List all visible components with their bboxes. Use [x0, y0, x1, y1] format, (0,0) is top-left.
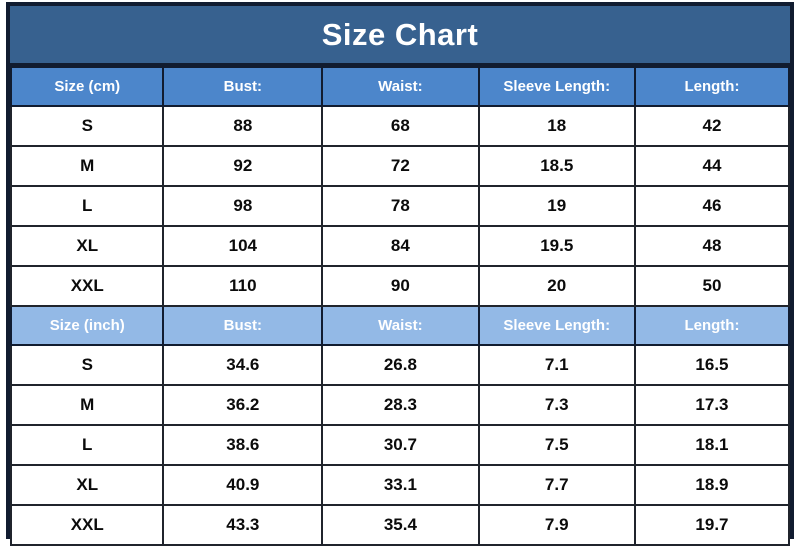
- column-header: Waist:: [321, 305, 480, 346]
- value-cell: 35.4: [321, 504, 480, 546]
- value-cell: 40.9: [162, 464, 324, 506]
- size-label-cell: S: [9, 344, 165, 386]
- table-row: XXL 110 90 20 50: [9, 265, 791, 307]
- size-chart-panel: Size Chart Size (cm) Bust: Waist: Sleeve Le…: [6, 2, 794, 546]
- column-header: Waist:: [321, 66, 480, 107]
- value-cell: 68: [321, 105, 480, 147]
- table-row: S 88 68 18 42: [9, 105, 791, 147]
- value-cell: 7.3: [477, 384, 636, 426]
- table-row: XXL 43.3 35.4 7.9 19.7: [9, 504, 791, 546]
- value-cell: 18: [477, 105, 636, 147]
- value-cell: 50: [633, 265, 791, 307]
- value-cell: 88: [162, 105, 324, 147]
- value-cell: 38.6: [162, 424, 324, 466]
- value-cell: 18.5: [477, 145, 636, 187]
- value-cell: 34.6: [162, 344, 324, 386]
- size-label-cell: M: [9, 384, 165, 426]
- column-header: Sleeve Length:: [477, 66, 636, 107]
- value-cell: 92: [162, 145, 324, 187]
- value-cell: 46: [633, 185, 791, 227]
- column-header: Bust:: [162, 66, 324, 107]
- value-cell: 20: [477, 265, 636, 307]
- value-cell: 19.5: [477, 225, 636, 267]
- value-cell: 72: [321, 145, 480, 187]
- size-label-cell: XL: [9, 464, 165, 506]
- value-cell: 43.3: [162, 504, 324, 546]
- size-label-cell: M: [9, 145, 165, 187]
- size-label-cell: S: [9, 105, 165, 147]
- value-cell: 7.5: [477, 424, 636, 466]
- table-row: M 92 72 18.5 44: [9, 145, 791, 187]
- table-row: M 36.2 28.3 7.3 17.3: [9, 384, 791, 426]
- value-cell: 7.9: [477, 504, 636, 546]
- value-cell: 7.1: [477, 344, 636, 386]
- value-cell: 36.2: [162, 384, 324, 426]
- size-table: Size (cm) Bust: Waist: Sleeve Length: Length…: [9, 66, 791, 546]
- value-cell: 78: [321, 185, 480, 227]
- value-cell: 7.7: [477, 464, 636, 506]
- column-header: Length:: [633, 305, 791, 346]
- value-cell: 84: [321, 225, 480, 267]
- table-row: L 98 78 19 46: [9, 185, 791, 227]
- size-label-cell: XL: [9, 225, 165, 267]
- table-row: XL 104 84 19.5 48: [9, 225, 791, 267]
- size-label-cell: XXL: [9, 504, 165, 546]
- column-header: Sleeve Length:: [477, 305, 636, 346]
- header-row-inch: Size (inch) Bust: Waist: Sleeve Length: Leng…: [9, 305, 791, 346]
- value-cell: 18.9: [633, 464, 791, 506]
- value-cell: 90: [321, 265, 480, 307]
- chart-title: Size Chart: [10, 6, 790, 66]
- column-header: Size (cm): [9, 66, 165, 107]
- value-cell: 28.3: [321, 384, 480, 426]
- value-cell: 16.5: [633, 344, 791, 386]
- size-label-cell: XXL: [9, 265, 165, 307]
- column-header: Size (inch): [9, 305, 165, 346]
- value-cell: 42: [633, 105, 791, 147]
- size-label-cell: L: [9, 185, 165, 227]
- value-cell: 98: [162, 185, 324, 227]
- column-header: Bust:: [162, 305, 324, 346]
- value-cell: 48: [633, 225, 791, 267]
- value-cell: 33.1: [321, 464, 480, 506]
- value-cell: 30.7: [321, 424, 480, 466]
- value-cell: 110: [162, 265, 324, 307]
- value-cell: 19: [477, 185, 636, 227]
- size-label-cell: L: [9, 424, 165, 466]
- value-cell: 104: [162, 225, 324, 267]
- table-row: XL 40.9 33.1 7.7 18.9: [9, 464, 791, 506]
- table-row: L 38.6 30.7 7.5 18.1: [9, 424, 791, 466]
- table-row: S 34.6 26.8 7.1 16.5: [9, 344, 791, 386]
- value-cell: 19.7: [633, 504, 791, 546]
- header-row-cm: Size (cm) Bust: Waist: Sleeve Length: Length…: [9, 66, 791, 107]
- size-table-body: Size (cm) Bust: Waist: Sleeve Length: Length…: [9, 66, 791, 546]
- value-cell: 18.1: [633, 424, 791, 466]
- column-header: Length:: [633, 66, 791, 107]
- value-cell: 44: [633, 145, 791, 187]
- value-cell: 26.8: [321, 344, 480, 386]
- value-cell: 17.3: [633, 384, 791, 426]
